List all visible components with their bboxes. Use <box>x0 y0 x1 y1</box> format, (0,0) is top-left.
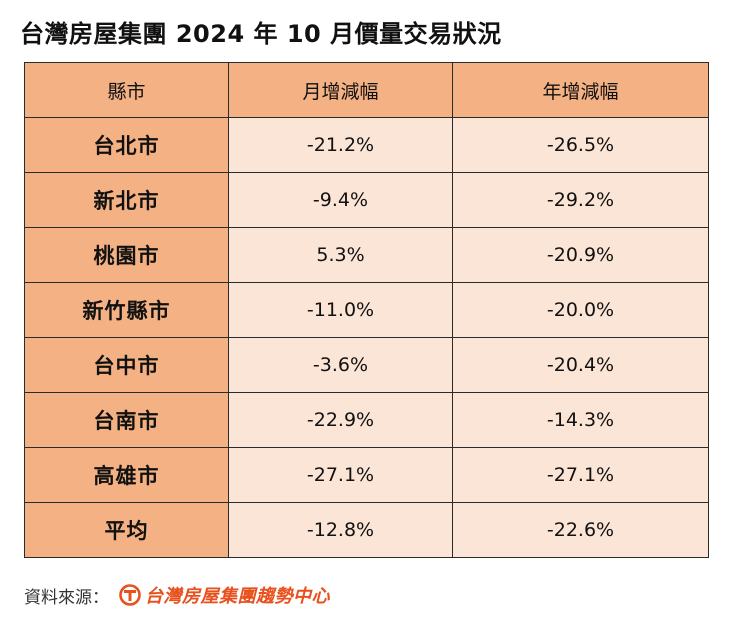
city-cell: 台北市 <box>24 117 229 173</box>
city-cell: 平均 <box>24 502 229 558</box>
city-cell: 高雄市 <box>24 447 229 503</box>
month-change-cell: -9.4% <box>228 172 453 228</box>
year-change-cell: -20.0% <box>452 282 709 338</box>
year-change-cell: -22.6% <box>452 502 709 558</box>
table-row: 台北市 -21.2% -26.5% <box>24 117 709 173</box>
month-change-cell: -12.8% <box>228 502 453 558</box>
month-change-cell: -27.1% <box>228 447 453 503</box>
source-logo-text: 台灣房屋集團趨勢中心 <box>145 586 330 607</box>
page-title: 台灣房屋集團 2024 年 10 月價量交易狀況 <box>20 20 502 48</box>
table-row: 台南市 -22.9% -14.3% <box>24 392 709 448</box>
year-change-cell: -27.1% <box>452 447 709 503</box>
header-year-change: 年增減幅 <box>452 62 709 118</box>
city-cell: 新北市 <box>24 172 229 228</box>
source-line: 資料來源： 台灣房屋集團趨勢中心 <box>24 582 330 608</box>
year-change-cell: -20.4% <box>452 337 709 393</box>
city-cell: 桃園市 <box>24 227 229 283</box>
month-change-cell: -22.9% <box>228 392 453 448</box>
table-row: 新北市 -9.4% -29.2% <box>24 172 709 228</box>
table-row: 新竹縣市 -11.0% -20.0% <box>24 282 709 338</box>
taiwan-realty-logo-icon <box>119 584 141 606</box>
table-row: 桃園市 5.3% -20.9% <box>24 227 709 283</box>
city-cell: 台中市 <box>24 337 229 393</box>
table-row: 台中市 -3.6% -20.4% <box>24 337 709 393</box>
table-header-row: 縣市 月增減幅 年增減幅 <box>24 62 709 118</box>
source-label: 資料來源： <box>24 587 109 608</box>
year-change-cell: -29.2% <box>452 172 709 228</box>
price-change-table: 縣市 月增減幅 年增減幅 台北市 -21.2% -26.5% 新北市 -9.4%… <box>24 62 709 558</box>
month-change-cell: 5.3% <box>228 227 453 283</box>
table-row: 高雄市 -27.1% -27.1% <box>24 447 709 503</box>
header-city: 縣市 <box>24 62 229 118</box>
header-month-change: 月增減幅 <box>228 62 453 118</box>
month-change-cell: -11.0% <box>228 282 453 338</box>
city-cell: 台南市 <box>24 392 229 448</box>
year-change-cell: -26.5% <box>452 117 709 173</box>
city-cell: 新竹縣市 <box>24 282 229 338</box>
year-change-cell: -14.3% <box>452 392 709 448</box>
month-change-cell: -21.2% <box>228 117 453 173</box>
year-change-cell: -20.9% <box>452 227 709 283</box>
table-row-average: 平均 -12.8% -22.6% <box>24 502 709 558</box>
month-change-cell: -3.6% <box>228 337 453 393</box>
